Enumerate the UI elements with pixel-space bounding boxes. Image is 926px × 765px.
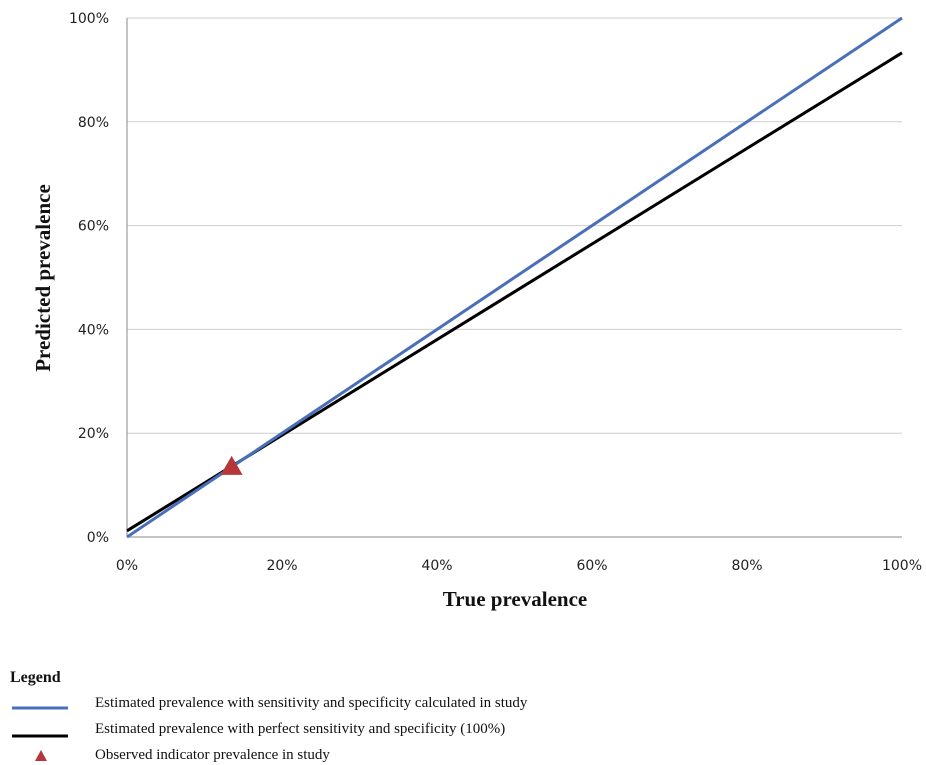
series-lines — [126, 16, 903, 539]
x-tick-label: 0% — [116, 558, 138, 574]
observed-point-triangle — [220, 455, 243, 475]
x-axis-title: True prevalence — [443, 587, 587, 611]
x-tick-label: 20% — [266, 558, 297, 574]
y-tick-label: 100% — [69, 11, 109, 27]
axes — [126, 18, 902, 538]
legend-label-calculated: Estimated prevalence with sensitivity an… — [95, 695, 528, 711]
legend-triangle-icon — [35, 750, 47, 761]
y-tick-labels: 0% 20% 40% 60% 80% 100% — [69, 11, 109, 546]
legend-label-observed: Observed indicator prevalence in study — [95, 747, 330, 763]
x-tick-labels: 0% 20% 40% 60% 80% 100% — [116, 558, 922, 574]
x-tick-label: 60% — [576, 558, 607, 574]
y-tick-label: 40% — [78, 322, 109, 338]
series-line-0 — [126, 16, 903, 539]
legend-label-perfect: Estimated prevalence with perfect sensit… — [95, 721, 505, 737]
y-tick-label: 80% — [78, 115, 109, 131]
x-tick-label: 40% — [421, 558, 452, 574]
y-axis-title: Predicted prevalence — [31, 184, 55, 372]
x-tick-label: 100% — [882, 558, 922, 574]
gridlines — [127, 17, 902, 434]
y-tick-label: 0% — [87, 530, 109, 546]
y-tick-label: 60% — [78, 219, 109, 235]
legend-title: Legend — [10, 669, 61, 686]
observed-points — [220, 455, 243, 475]
x-tick-label: 80% — [731, 558, 762, 574]
legend: Legend Estimated prevalence with sensiti… — [10, 669, 528, 763]
y-tick-label: 20% — [78, 426, 109, 442]
